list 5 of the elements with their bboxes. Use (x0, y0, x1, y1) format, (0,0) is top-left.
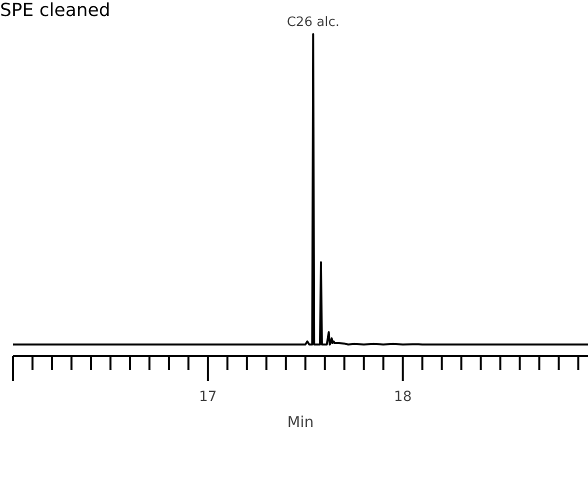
annotation: C26 alc. (286, 15, 340, 30)
x-tick-label: 18 (394, 389, 412, 405)
x-axis-title: Min (287, 413, 314, 431)
chart-title: SPE cleaned (0, 0, 110, 21)
x-tick-label: 17 (199, 389, 217, 405)
